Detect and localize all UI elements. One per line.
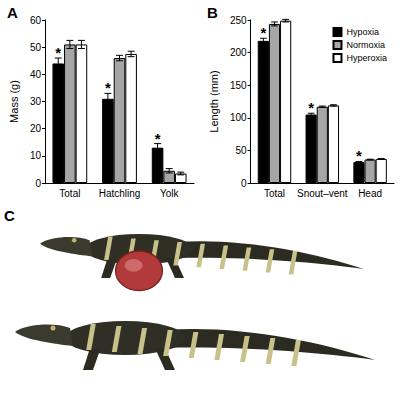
svg-text:*: *	[105, 79, 111, 96]
svg-text:40: 40	[30, 69, 42, 80]
svg-text:*: *	[55, 44, 61, 61]
svg-text:C: C	[4, 207, 15, 224]
svg-text:0: 0	[241, 178, 247, 189]
svg-text:50: 50	[30, 42, 42, 53]
svg-text:250: 250	[230, 15, 247, 26]
svg-text:Total: Total	[59, 188, 80, 199]
svg-text:Hypoxia: Hypoxia	[346, 27, 379, 37]
svg-text:Total: Total	[264, 188, 285, 199]
svg-text:Mass (g): Mass (g)	[8, 80, 20, 123]
svg-text:10: 10	[30, 150, 42, 161]
svg-text:200: 200	[230, 47, 247, 58]
svg-text:150: 150	[230, 80, 247, 91]
svg-text:*: *	[356, 147, 362, 164]
svg-text:*: *	[155, 130, 161, 147]
svg-text:0: 0	[35, 178, 41, 189]
svg-text:B: B	[207, 4, 218, 21]
svg-text:*: *	[260, 24, 266, 41]
svg-text:Head: Head	[358, 188, 382, 199]
svg-text:*: *	[308, 99, 314, 116]
svg-text:Normoxia: Normoxia	[346, 40, 385, 50]
svg-text:30: 30	[30, 96, 42, 107]
svg-text:20: 20	[30, 123, 42, 134]
svg-text:60: 60	[30, 15, 42, 26]
svg-text:Hyperoxia: Hyperoxia	[346, 53, 387, 63]
svg-text:Hatchling: Hatchling	[99, 188, 141, 199]
svg-text:50: 50	[235, 145, 247, 156]
svg-text:100: 100	[230, 112, 247, 123]
svg-text:Length (mm): Length (mm)	[208, 70, 220, 132]
svg-text:A: A	[7, 4, 18, 21]
svg-text:Snout–vent: Snout–vent	[297, 188, 348, 199]
svg-text:Yolk: Yolk	[160, 188, 180, 199]
